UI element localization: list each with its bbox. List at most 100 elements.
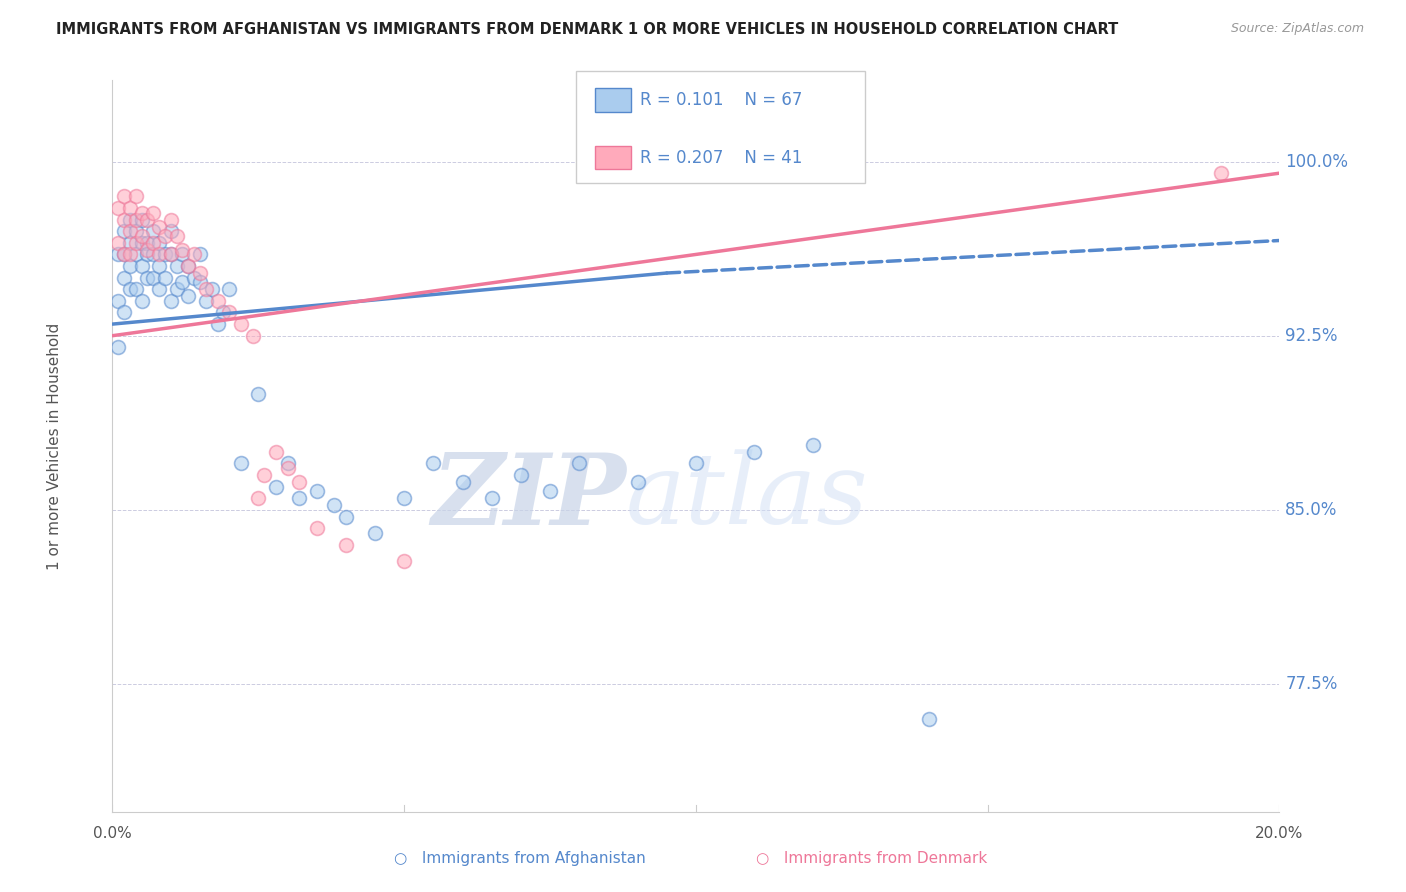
Point [323, 498, 346, 512]
Point [160, 224, 183, 238]
Point [142, 224, 165, 238]
Point [148, 247, 170, 261]
Point [148, 282, 170, 296]
Point [148, 219, 170, 234]
Point [131, 259, 153, 273]
Point [538, 484, 561, 499]
Point [218, 282, 240, 296]
Point [509, 468, 531, 483]
Point [188, 247, 211, 261]
Point [131, 212, 153, 227]
Point [118, 259, 141, 273]
Point [131, 228, 153, 243]
Point [207, 293, 229, 308]
Point [142, 205, 165, 219]
Point [229, 317, 252, 331]
Point [136, 243, 159, 257]
Point [160, 247, 183, 261]
Point [288, 475, 311, 489]
Point [107, 293, 129, 308]
Point [264, 445, 287, 459]
Text: 0.0%: 0.0% [93, 826, 132, 840]
Point [218, 305, 240, 319]
Point [125, 189, 148, 203]
Text: 77.5%: 77.5% [1285, 675, 1337, 693]
Point [153, 228, 176, 243]
Point [194, 293, 217, 308]
Point [742, 445, 765, 459]
Point [160, 293, 183, 308]
Text: R = 0.101    N = 67: R = 0.101 N = 67 [640, 91, 801, 109]
Point [918, 712, 941, 726]
Point [125, 212, 148, 227]
Text: ○   Immigrants from Denmark: ○ Immigrants from Denmark [756, 851, 987, 865]
Point [364, 526, 387, 541]
Point [160, 247, 183, 261]
Point [160, 212, 183, 227]
Text: R = 0.207    N = 41: R = 0.207 N = 41 [640, 149, 801, 167]
Point [451, 475, 474, 489]
Point [685, 457, 707, 471]
Point [112, 212, 135, 227]
Point [153, 247, 176, 261]
Text: 20.0%: 20.0% [1256, 826, 1303, 840]
Point [112, 224, 135, 238]
Point [131, 235, 153, 250]
Point [253, 468, 276, 483]
Point [177, 289, 200, 303]
Point [118, 282, 141, 296]
Point [153, 270, 176, 285]
Point [136, 270, 159, 285]
Point [188, 275, 211, 289]
Point [177, 259, 200, 273]
Point [131, 205, 153, 219]
Point [207, 317, 229, 331]
Point [131, 293, 153, 308]
Point [125, 247, 148, 261]
Point [107, 235, 129, 250]
Point [118, 247, 141, 261]
Point [166, 282, 188, 296]
Point [183, 270, 205, 285]
Point [107, 201, 129, 215]
Point [107, 247, 129, 261]
Point [136, 247, 159, 261]
Point [568, 457, 591, 471]
Point [112, 247, 135, 261]
Text: 92.5%: 92.5% [1285, 326, 1337, 344]
Point [276, 461, 298, 475]
Point [125, 224, 148, 238]
Point [183, 247, 205, 261]
Point [112, 305, 135, 319]
Point [394, 554, 416, 568]
Point [335, 538, 357, 552]
Point [194, 282, 217, 296]
Point [172, 275, 194, 289]
Point [166, 259, 188, 273]
Point [166, 228, 188, 243]
Text: Source: ZipAtlas.com: Source: ZipAtlas.com [1230, 22, 1364, 36]
Point [112, 189, 135, 203]
Point [188, 266, 211, 280]
Point [142, 247, 165, 261]
Point [212, 305, 235, 319]
Point [118, 235, 141, 250]
Point [481, 491, 503, 506]
Point [422, 457, 444, 471]
Point [247, 491, 270, 506]
Point [112, 270, 135, 285]
Point [201, 282, 224, 296]
Point [125, 235, 148, 250]
Point [288, 491, 311, 506]
Point [118, 201, 141, 215]
Point [177, 259, 200, 273]
Text: ○   Immigrants from Afghanistan: ○ Immigrants from Afghanistan [394, 851, 647, 865]
Point [264, 480, 287, 494]
Point [247, 386, 270, 401]
Point [136, 235, 159, 250]
Point [118, 224, 141, 238]
Point [276, 457, 298, 471]
Text: 85.0%: 85.0% [1285, 500, 1337, 519]
Point [1209, 166, 1232, 180]
Point [801, 438, 824, 452]
